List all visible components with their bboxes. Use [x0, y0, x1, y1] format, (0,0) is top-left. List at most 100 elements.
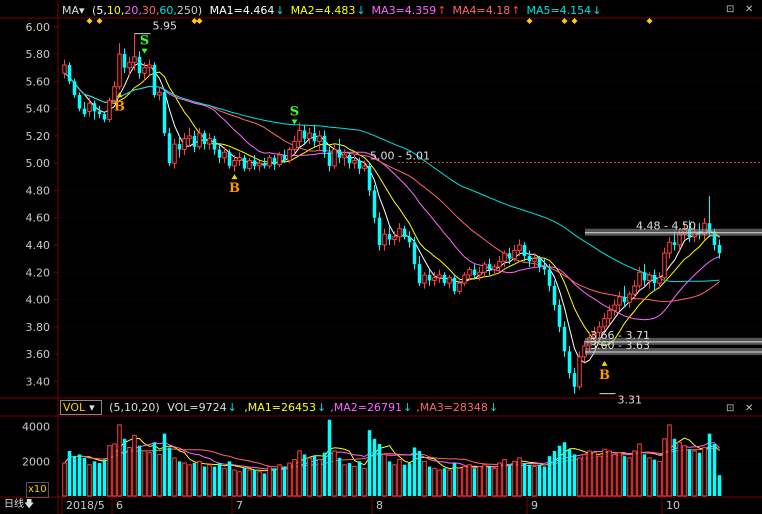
volume-bar-down[interactable]	[567, 449, 572, 496]
candle-body-up[interactable]	[147, 64, 152, 69]
candle-body-up[interactable]	[512, 249, 517, 260]
volume-bar-up[interactable]	[247, 469, 252, 497]
volume-bar-down[interactable]	[507, 464, 512, 496]
candle-body-up[interactable]	[307, 132, 312, 140]
candle-body-up[interactable]	[62, 64, 67, 74]
candle-body-up[interactable]	[112, 86, 117, 101]
candle-body-down[interactable]	[272, 157, 277, 165]
candle-body-down[interactable]	[192, 135, 197, 147]
volume-bar-up[interactable]	[477, 466, 482, 497]
candle-body-down[interactable]	[542, 266, 547, 270]
candle-body-down[interactable]	[92, 103, 97, 112]
volume-bar-down[interactable]	[547, 456, 552, 496]
volume-bar-up[interactable]	[362, 467, 367, 497]
event-diamond-marker[interactable]	[646, 18, 653, 24]
volume-bar-up[interactable]	[197, 460, 202, 497]
restore-icon[interactable]: ⊡	[726, 4, 735, 15]
volume-bar-up[interactable]	[87, 464, 92, 497]
volume-bar-up[interactable]	[532, 466, 537, 497]
volume-bar-down[interactable]	[327, 419, 332, 496]
volume-bar-down[interactable]	[552, 450, 557, 496]
volume-bar-down[interactable]	[77, 454, 82, 496]
candle-body-up[interactable]	[477, 271, 482, 276]
candle-body-up[interactable]	[397, 228, 402, 238]
event-diamond-marker[interactable]	[196, 18, 203, 24]
volume-bar-down[interactable]	[537, 464, 542, 496]
volume-bar-up[interactable]	[317, 459, 322, 497]
candle-body-up[interactable]	[492, 266, 497, 271]
volume-bar-down[interactable]	[162, 433, 167, 496]
volume-bar-down[interactable]	[427, 466, 432, 496]
candle-body-down[interactable]	[212, 138, 217, 150]
candle-body-up[interactable]	[657, 277, 662, 284]
candle-body-up[interactable]	[612, 304, 617, 311]
chevron-down-icon[interactable]: ▾	[79, 4, 85, 17]
volume-bar-down[interactable]	[72, 456, 77, 496]
candle-body-down[interactable]	[712, 231, 717, 245]
volume-bar-down[interactable]	[122, 438, 127, 496]
volume-bar-down[interactable]	[367, 430, 372, 496]
volume-bar-up[interactable]	[437, 469, 442, 497]
candle-body-down[interactable]	[402, 228, 407, 237]
restore-icon-volume[interactable]: ⊡	[726, 403, 735, 414]
candle-body-up[interactable]	[577, 356, 582, 388]
volume-bar-up[interactable]	[602, 448, 607, 497]
candle-body-down[interactable]	[137, 56, 142, 74]
candle-body-down[interactable]	[97, 111, 102, 115]
event-diamond-marker[interactable]	[571, 18, 578, 24]
candle-body-down[interactable]	[562, 326, 567, 352]
volume-bar-up[interactable]	[277, 464, 282, 497]
volume-bar-down[interactable]	[217, 463, 222, 496]
event-diamond-marker[interactable]	[561, 18, 568, 24]
volume-bar-down[interactable]	[542, 466, 547, 496]
volume-bar-up[interactable]	[647, 457, 652, 497]
candle-body-up[interactable]	[247, 159, 252, 170]
candle-body-down[interactable]	[407, 236, 412, 243]
candle-body-down[interactable]	[672, 242, 677, 245]
volume-bar-up[interactable]	[222, 467, 227, 497]
candle-body-down[interactable]	[167, 133, 172, 164]
volume-bar-up[interactable]	[577, 457, 582, 497]
candle-body-down[interactable]	[337, 149, 342, 158]
volume-bar-up[interactable]	[462, 466, 467, 497]
period-tab[interactable]: 日线🡇	[4, 498, 34, 512]
volume-bar-up[interactable]	[182, 462, 187, 497]
volume-bar-down[interactable]	[202, 466, 207, 496]
volume-bar-down[interactable]	[312, 456, 317, 496]
volume-bar-down[interactable]	[707, 433, 712, 496]
candle-body-down[interactable]	[572, 373, 577, 387]
volume-bar-down[interactable]	[242, 468, 247, 496]
candle-body-down[interactable]	[302, 130, 307, 139]
volume-bar-down[interactable]	[82, 457, 87, 496]
volume-bar-up[interactable]	[297, 450, 302, 497]
candle-body-up[interactable]	[532, 258, 537, 262]
candle-body-down[interactable]	[322, 135, 327, 153]
candle-body-up[interactable]	[317, 135, 322, 142]
candle-body-up[interactable]	[382, 233, 387, 246]
volume-bar-up[interactable]	[627, 457, 632, 497]
close-icon-volume[interactable]: ✕	[745, 403, 754, 414]
candle-body-up[interactable]	[287, 149, 292, 161]
event-diamond-marker[interactable]	[86, 18, 93, 24]
volume-bar-down[interactable]	[192, 463, 197, 496]
volume-bar-down[interactable]	[67, 450, 72, 496]
candle-body-up[interactable]	[187, 135, 192, 140]
candle-body-down[interactable]	[547, 269, 552, 286]
candlesticks[interactable]	[62, 33, 722, 394]
candle-body-down[interactable]	[77, 95, 82, 109]
volume-bar-down[interactable]	[337, 457, 342, 496]
candle-body-down[interactable]	[312, 133, 317, 142]
candle-body-down[interactable]	[377, 217, 382, 245]
volume-bar-up[interactable]	[287, 462, 292, 497]
volume-bar-up[interactable]	[307, 457, 312, 497]
volume-bar-down[interactable]	[97, 463, 102, 496]
candle-body-up[interactable]	[422, 274, 427, 284]
volume-bar-down[interactable]	[377, 444, 382, 496]
candle-body-down[interactable]	[417, 264, 422, 284]
candle-body-down[interactable]	[327, 152, 332, 166]
volume-bar-up[interactable]	[587, 450, 592, 497]
volume-bar-down[interactable]	[347, 463, 352, 496]
candle-body-down[interactable]	[427, 275, 432, 281]
candle-body-down[interactable]	[82, 108, 87, 115]
event-diamond-marker[interactable]	[96, 18, 103, 24]
